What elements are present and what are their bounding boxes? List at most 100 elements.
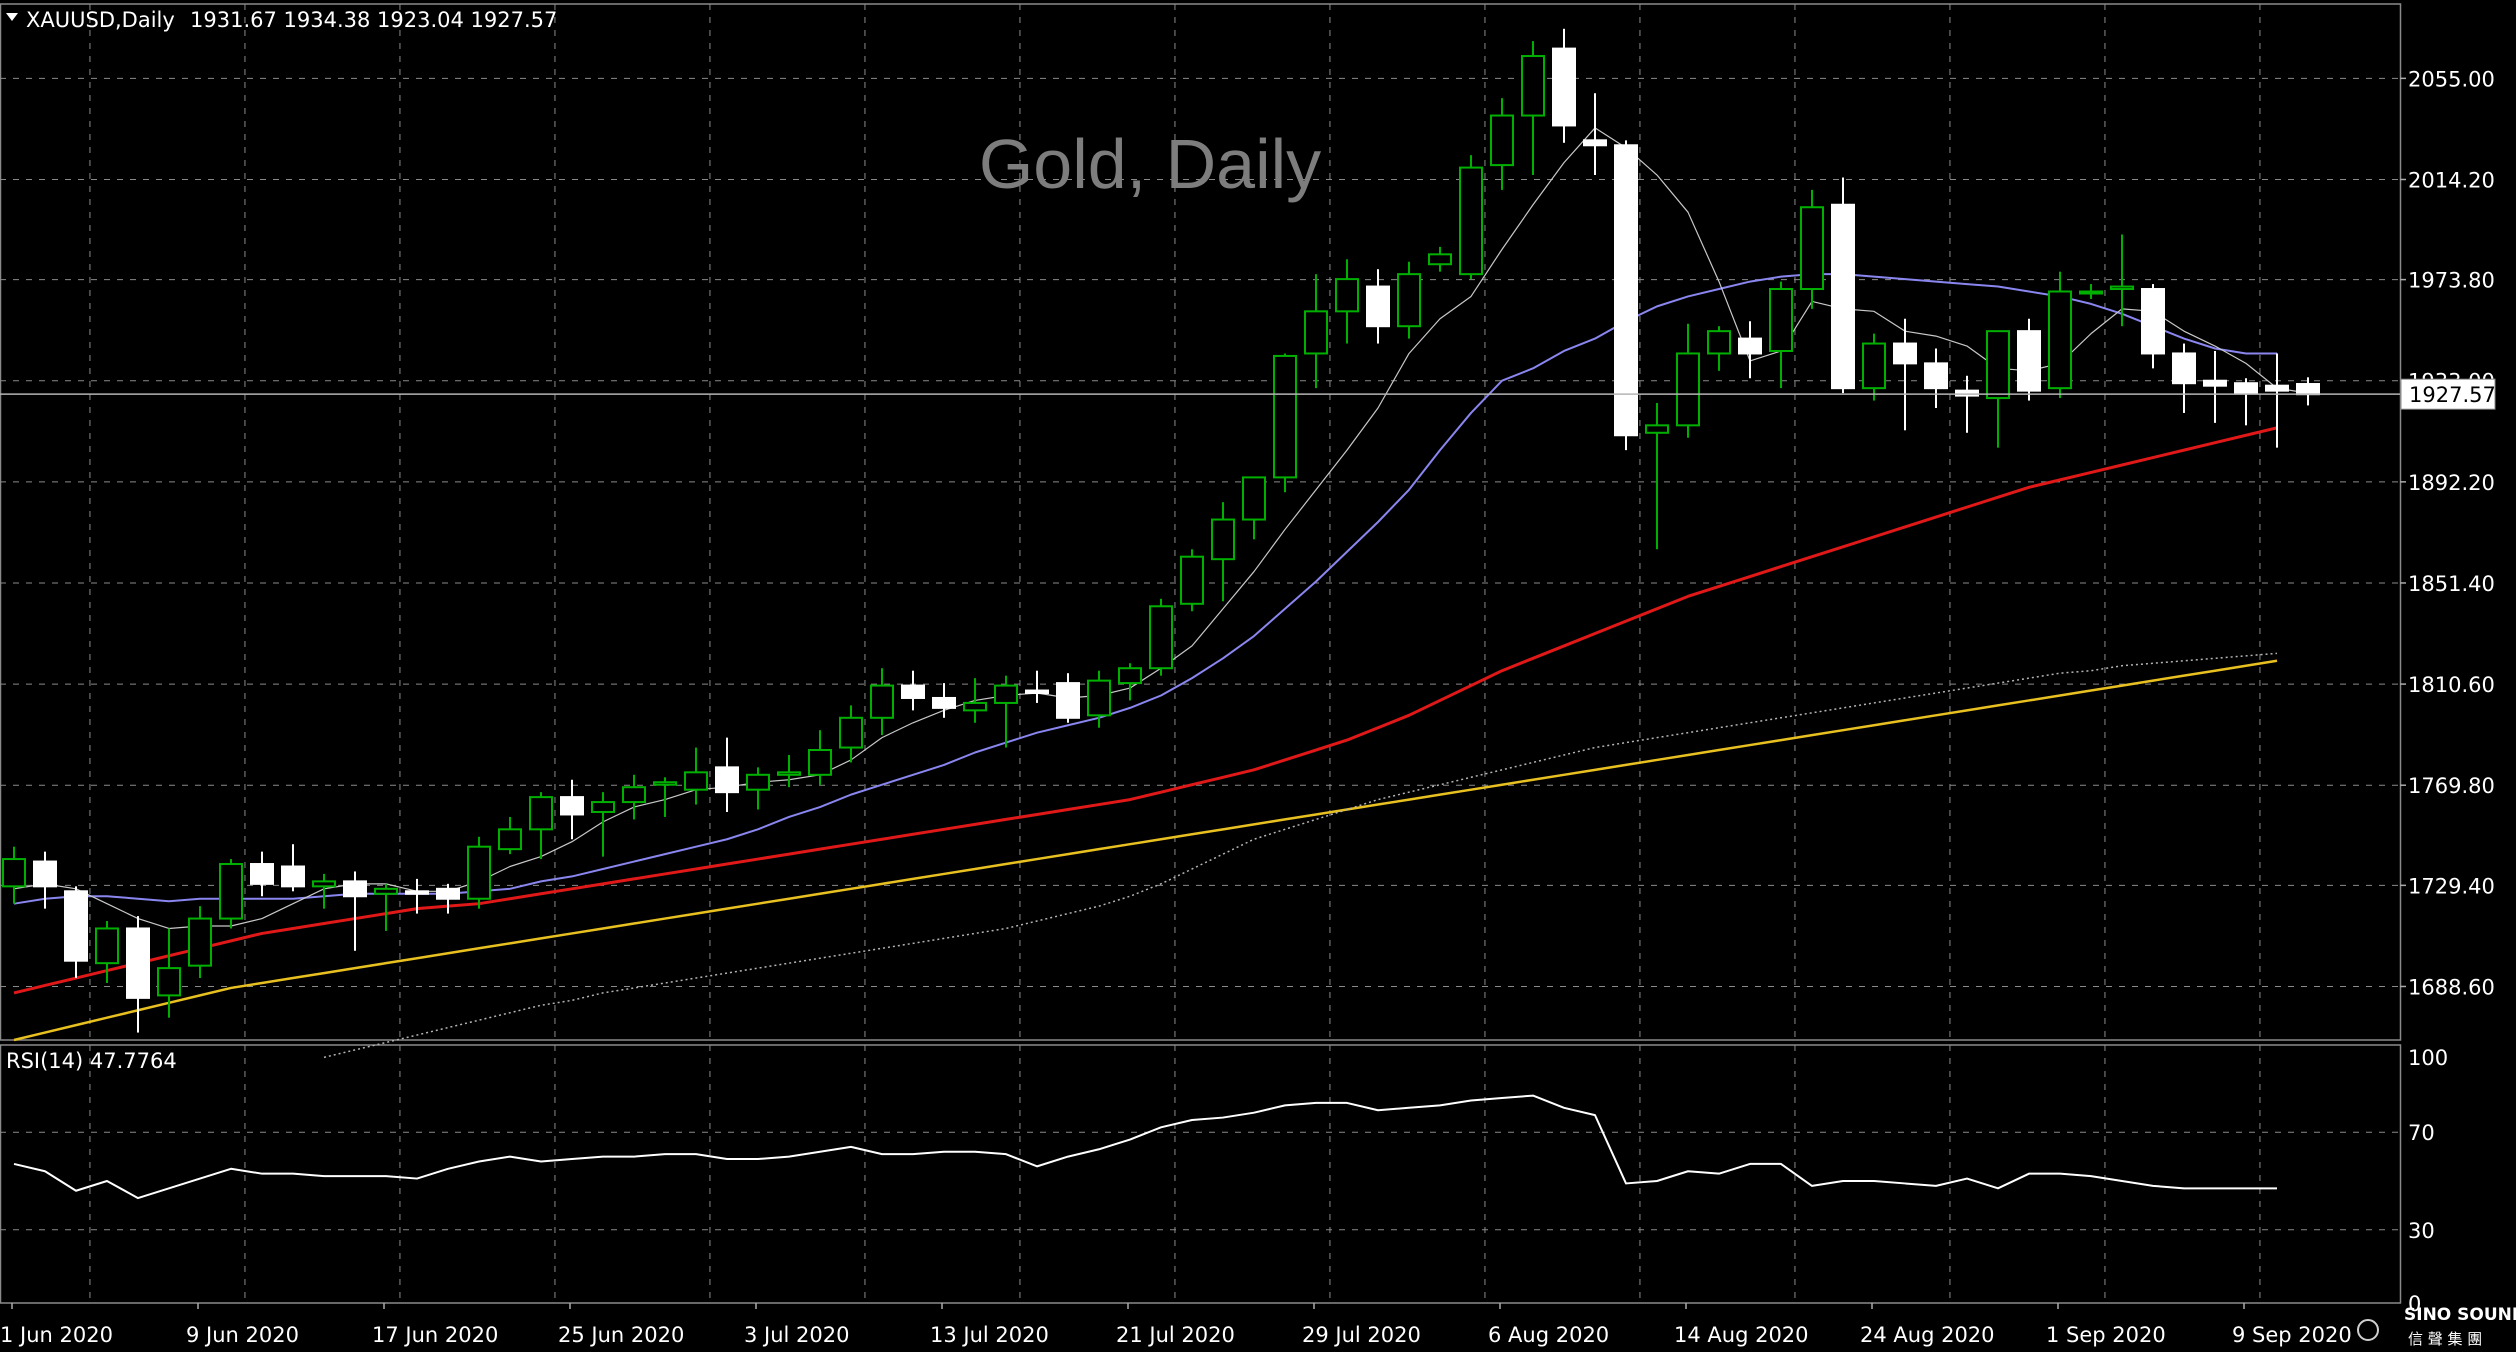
candle xyxy=(157,928,181,1018)
candle xyxy=(2234,378,2258,426)
time-tick-label: 24 Aug 2020 xyxy=(1860,1323,1995,1347)
watermark-logo: SINO SOUND 信 聲 集 團 xyxy=(2357,1305,2516,1348)
time-tick-label: 14 Aug 2020 xyxy=(1674,1323,1809,1347)
current-price-tag-bg xyxy=(2400,378,2496,410)
time-tick-label: 13 Jul 2020 xyxy=(930,1323,1049,1347)
candle-body xyxy=(126,927,150,999)
price-tick-label: 1729.40 xyxy=(2408,874,2495,898)
candle-body xyxy=(715,766,739,794)
candle-body xyxy=(901,684,925,699)
candle-body xyxy=(2110,285,2134,291)
candle-body xyxy=(157,967,181,997)
candle xyxy=(1335,259,1359,344)
candle xyxy=(2079,284,2103,299)
candle-body xyxy=(560,796,584,816)
price-tick-label: 1892.20 xyxy=(2408,471,2495,495)
candle-body xyxy=(2,858,26,888)
price-grid xyxy=(0,3,2402,1041)
candle-body xyxy=(1614,144,1638,437)
candle xyxy=(1521,41,1545,176)
candle-body xyxy=(622,786,646,804)
candle-body xyxy=(2141,288,2165,355)
candle-body xyxy=(1769,288,1793,352)
candle xyxy=(1831,177,1855,394)
candle xyxy=(808,730,832,785)
candle-body xyxy=(436,887,460,900)
price-tick-label: 1973.80 xyxy=(2408,269,2495,293)
candle-body xyxy=(250,863,274,885)
candles xyxy=(2,28,2320,1033)
candle xyxy=(2141,284,2165,369)
candle-body xyxy=(1428,253,1452,266)
chart-header[interactable]: XAUUSD,Daily 1931.67 1934.38 1923.04 192… xyxy=(6,8,557,32)
candle xyxy=(1211,502,1235,602)
time-tick-label: 9 Jun 2020 xyxy=(186,1323,299,1347)
candle xyxy=(2203,350,2227,423)
candle-body xyxy=(219,863,243,920)
time-axis: 1 Jun 2020 9 Jun 2020 17 Jun 2020 25 Jun 20… xyxy=(0,1303,2352,1347)
candle-body xyxy=(33,860,57,888)
candle xyxy=(715,737,739,812)
candle-body xyxy=(498,828,522,851)
candle-body xyxy=(1831,203,1855,390)
candle-body xyxy=(529,796,553,831)
candle xyxy=(2265,353,2289,448)
candle xyxy=(1490,98,1514,190)
candle-body xyxy=(343,880,367,898)
ma-longest-series xyxy=(13,659,2278,1042)
symbol-label: XAUUSD,Daily xyxy=(26,8,175,32)
rsi-series xyxy=(13,1094,2277,1200)
candle xyxy=(653,777,677,817)
candle-body xyxy=(1583,139,1607,147)
candle-body xyxy=(1335,278,1359,313)
candle-body xyxy=(374,887,398,895)
candle-body xyxy=(1118,667,1142,685)
candle xyxy=(963,678,987,723)
price-tick-label: 1769.80 xyxy=(2408,774,2495,798)
time-tick-label: 1 Sep 2020 xyxy=(2046,1323,2166,1347)
candle xyxy=(560,779,584,840)
logo-text: SINO SOUND xyxy=(2404,1305,2516,1325)
candle-body xyxy=(2017,330,2041,392)
candle-body xyxy=(95,927,119,965)
candle xyxy=(64,886,88,979)
candle-body xyxy=(1087,679,1111,717)
candle xyxy=(1149,598,1173,676)
candle-body xyxy=(64,890,88,962)
candle xyxy=(1552,28,1576,143)
rsi-tick-label: 100 xyxy=(2408,1046,2448,1070)
candle xyxy=(1025,670,1049,703)
candle-body xyxy=(932,696,956,709)
time-tick-label: 29 Jul 2020 xyxy=(1302,1323,1421,1347)
candle xyxy=(746,767,770,810)
candle xyxy=(622,774,646,820)
candle-body xyxy=(1552,47,1576,127)
ma-slow-line xyxy=(13,426,2278,995)
candle xyxy=(374,883,398,931)
candle-body xyxy=(2265,384,2289,392)
price-pane-frame xyxy=(0,3,2402,1041)
candle xyxy=(188,906,212,979)
time-tick-label: 1 Jun 2020 xyxy=(0,1323,113,1347)
price-tick-label: 2014.20 xyxy=(2408,168,2495,192)
candle-body xyxy=(1986,330,2010,400)
candle xyxy=(1397,261,1421,339)
candle xyxy=(839,705,863,763)
price-tick-label: 1810.60 xyxy=(2408,673,2495,697)
logo-subtext: 信 聲 集 團 xyxy=(2408,1330,2482,1348)
candle xyxy=(529,792,553,860)
candle-body xyxy=(746,773,770,791)
candle xyxy=(1707,326,1731,371)
candle-body xyxy=(684,771,708,791)
rsi-tick-label: 0 xyxy=(2408,1292,2421,1316)
candle-body xyxy=(1490,114,1514,167)
candle-body xyxy=(1862,342,1886,390)
candle xyxy=(1459,155,1483,280)
candle-body xyxy=(963,701,987,712)
candle xyxy=(591,792,615,857)
candle xyxy=(1676,323,1700,438)
candle-body xyxy=(1676,352,1700,427)
caret-down-icon[interactable] xyxy=(6,13,18,21)
candle-body xyxy=(1397,273,1421,328)
